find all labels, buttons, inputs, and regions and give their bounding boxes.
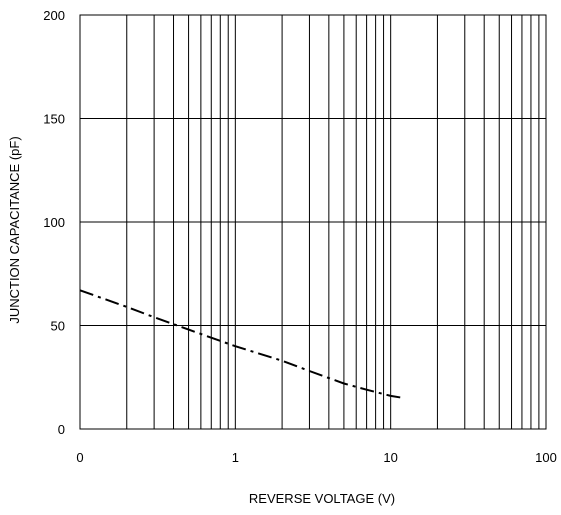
y-tick-label: 0 <box>58 422 65 437</box>
y-axis-title: JUNCTION CAPACITANCE (pF) <box>7 136 22 323</box>
x-tick-label: 1 <box>232 450 239 465</box>
capacitance-curve <box>79 289 404 399</box>
grid-lines <box>79 14 546 430</box>
x-tick-labels: 0 1 10 100 <box>76 450 556 465</box>
y-tick-label: 150 <box>43 112 65 127</box>
x-axis-title: REVERSE VOLTAGE (V) <box>249 491 395 506</box>
x-tick-label: 0 <box>76 450 83 465</box>
y-tick-label: 200 <box>43 8 65 23</box>
x-tick-label: 100 <box>535 450 557 465</box>
y-tick-labels: 0 50 100 150 200 <box>43 8 65 437</box>
data-point <box>401 396 404 399</box>
x-tick-label: 10 <box>383 450 397 465</box>
plot-frame <box>79 14 547 430</box>
y-tick-label: 100 <box>43 215 65 230</box>
y-tick-label: 50 <box>51 319 65 334</box>
series-layer <box>79 289 404 399</box>
